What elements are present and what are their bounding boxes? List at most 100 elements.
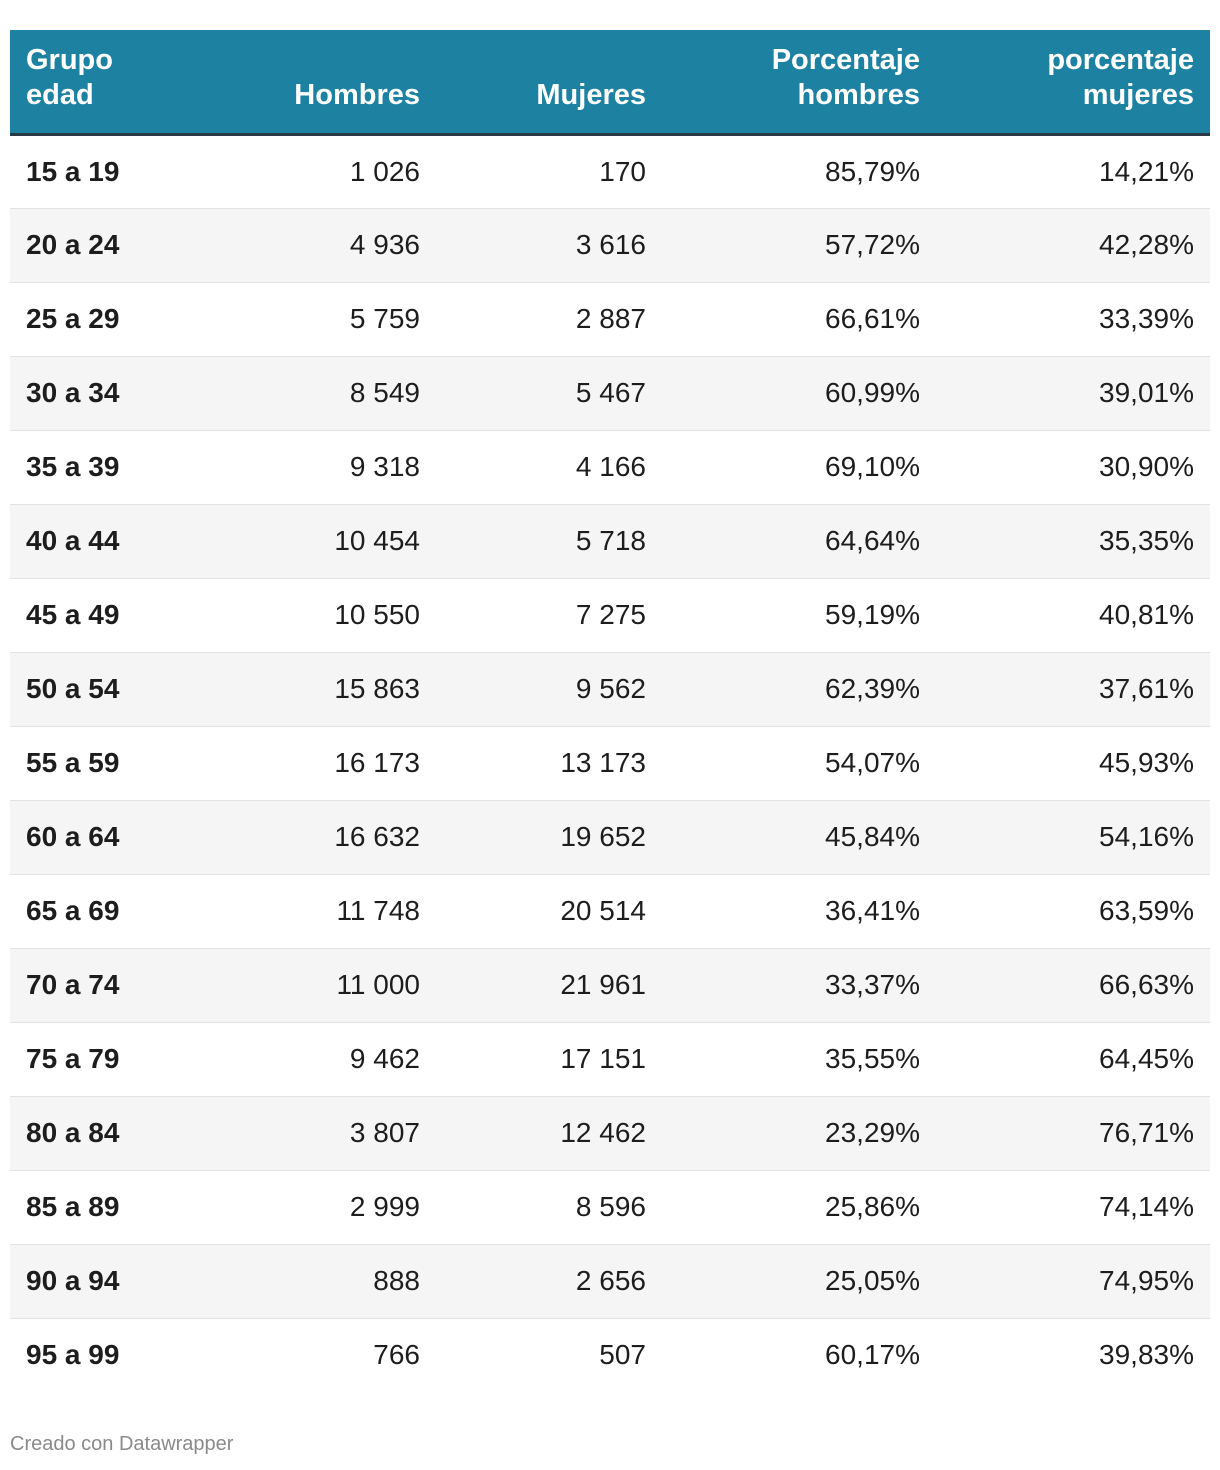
table-row: 65 a 69 11 748 20 514 36,41% 63,59% <box>10 874 1210 948</box>
cell-hombres: 766 <box>373 1339 420 1371</box>
table-row: 60 a 64 16 632 19 652 45,84% 54,16% <box>10 800 1210 874</box>
cell-mujeres: 170 <box>599 155 646 187</box>
cell-porcentaje-hombres: 45,84% <box>825 821 920 852</box>
cell-porcentaje-hombres: 25,05% <box>825 1265 920 1296</box>
cell-mujeres: 12 462 <box>560 1117 646 1148</box>
column-header-age-group: Grupo edad <box>10 30 210 134</box>
cell-hombres: 888 <box>373 1265 420 1296</box>
column-header-line: edad <box>26 78 94 111</box>
cell-mujeres: 9 562 <box>575 673 646 704</box>
data-table-container: Grupo edad Hombres Mujeres Porcentaje hombres… <box>10 30 1210 1392</box>
cell-hombres: 10 454 <box>334 525 420 556</box>
cell-age-group: 35 a 39 <box>26 451 120 482</box>
cell-mujeres: 4 166 <box>575 451 646 482</box>
table-row: 25 a 29 5 759 2 887 66,61% 33,39% <box>10 282 1210 356</box>
cell-porcentaje-mujeres: 42,28% <box>1099 229 1194 260</box>
cell-porcentaje-hombres: 54,07% <box>825 747 920 778</box>
cell-age-group: 60 a 64 <box>26 821 120 852</box>
cell-hombres: 15 863 <box>334 673 420 704</box>
cell-porcentaje-mujeres: 45,93% <box>1099 747 1194 778</box>
cell-age-group: 25 a 29 <box>26 303 120 334</box>
cell-porcentaje-hombres: 35,55% <box>825 1043 920 1074</box>
cell-hombres: 3 807 <box>349 1117 420 1148</box>
cell-porcentaje-hombres: 23,29% <box>825 1117 920 1148</box>
table-header: Grupo edad Hombres Mujeres Porcentaje hombres… <box>10 30 1210 134</box>
cell-hombres: 11 000 <box>336 969 420 1000</box>
cell-porcentaje-mujeres: 35,35% <box>1099 525 1194 556</box>
table-row: 95 a 99 766 507 60,17% 39,83% <box>10 1318 1210 1392</box>
cell-hombres: 10 550 <box>334 599 420 630</box>
table-row: 70 a 74 11 000 21 961 33,37% 66,63% <box>10 948 1210 1022</box>
cell-age-group: 15 a 19 <box>26 155 120 187</box>
column-header-line: Porcentaje <box>771 43 920 76</box>
cell-age-group: 90 a 94 <box>26 1265 120 1296</box>
cell-hombres: 2 999 <box>349 1191 420 1222</box>
cell-porcentaje-hombres: 59,19% <box>825 599 920 630</box>
table-row: 20 a 24 4 936 3 616 57,72% 42,28% <box>10 208 1210 282</box>
cell-porcentaje-mujeres: 64,45% <box>1099 1043 1194 1074</box>
cell-mujeres: 20 514 <box>560 895 646 926</box>
cell-hombres: 1 026 <box>349 155 420 187</box>
column-header-porcentaje-mujeres: porcentaje mujeres <box>936 30 1210 134</box>
cell-mujeres: 507 <box>599 1339 646 1371</box>
cell-porcentaje-hombres: 64,64% <box>825 525 920 556</box>
cell-hombres: 9 318 <box>349 451 420 482</box>
credit-footer: Creado con Datawrapper <box>10 1433 234 1455</box>
cell-mujeres: 19 652 <box>560 821 646 852</box>
table-row: 55 a 59 16 173 13 173 54,07% 45,93% <box>10 726 1210 800</box>
column-header-line: porcentaje <box>1047 43 1194 76</box>
column-header-line: hombres <box>797 78 920 111</box>
cell-porcentaje-mujeres: 74,95% <box>1099 1265 1194 1296</box>
cell-porcentaje-mujeres: 33,39% <box>1099 303 1194 334</box>
cell-mujeres: 5 467 <box>575 377 646 408</box>
cell-porcentaje-mujeres: 30,90% <box>1099 451 1194 482</box>
column-header-line: Hombres <box>294 78 420 111</box>
cell-porcentaje-mujeres: 39,83% <box>1099 1339 1194 1371</box>
cell-porcentaje-mujeres: 40,81% <box>1099 599 1194 630</box>
table-row: 35 a 39 9 318 4 166 69,10% 30,90% <box>10 430 1210 504</box>
cell-age-group: 75 a 79 <box>26 1043 120 1074</box>
cell-mujeres: 13 173 <box>560 747 646 778</box>
cell-porcentaje-mujeres: 14,21% <box>1099 155 1194 187</box>
table-row: 75 a 79 9 462 17 151 35,55% 64,45% <box>10 1022 1210 1096</box>
table-row: 40 a 44 10 454 5 718 64,64% 35,35% <box>10 504 1210 578</box>
cell-age-group: 55 a 59 <box>26 747 120 778</box>
cell-age-group: 95 a 99 <box>26 1339 120 1371</box>
column-header-line: Grupo <box>26 43 113 76</box>
cell-hombres: 11 748 <box>336 895 420 926</box>
cell-porcentaje-mujeres: 74,14% <box>1099 1191 1194 1222</box>
cell-mujeres: 17 151 <box>560 1043 646 1074</box>
cell-porcentaje-hombres: 66,61% <box>825 303 920 334</box>
cell-porcentaje-hombres: 57,72% <box>825 229 920 260</box>
cell-age-group: 70 a 74 <box>26 969 120 1000</box>
column-header-porcentaje-hombres: Porcentaje hombres <box>662 30 936 134</box>
cell-age-group: 80 a 84 <box>26 1117 120 1148</box>
column-header-hombres: Hombres <box>210 30 436 134</box>
column-header-mujeres: Mujeres <box>436 30 662 134</box>
cell-age-group: 40 a 44 <box>26 525 120 556</box>
table-row: 80 a 84 3 807 12 462 23,29% 76,71% <box>10 1096 1210 1170</box>
cell-mujeres: 8 596 <box>575 1191 646 1222</box>
cell-porcentaje-mujeres: 54,16% <box>1099 821 1194 852</box>
cell-porcentaje-mujeres: 66,63% <box>1099 969 1194 1000</box>
cell-mujeres: 21 961 <box>560 969 646 1000</box>
cell-hombres: 16 632 <box>334 821 420 852</box>
cell-hombres: 5 759 <box>349 303 420 334</box>
cell-age-group: 20 a 24 <box>26 229 120 260</box>
table-row: 30 a 34 8 549 5 467 60,99% 39,01% <box>10 356 1210 430</box>
table-row: 15 a 19 1 026 170 85,79% 14,21% <box>10 134 1210 208</box>
cell-hombres: 8 549 <box>349 377 420 408</box>
table-row: 50 a 54 15 863 9 562 62,39% 37,61% <box>10 652 1210 726</box>
cell-porcentaje-mujeres: 39,01% <box>1099 377 1194 408</box>
column-header-line: Mujeres <box>536 78 646 111</box>
cell-porcentaje-hombres: 69,10% <box>825 451 920 482</box>
cell-porcentaje-mujeres: 37,61% <box>1099 673 1194 704</box>
cell-hombres: 9 462 <box>349 1043 420 1074</box>
cell-porcentaje-hombres: 36,41% <box>825 895 920 926</box>
cell-hombres: 16 173 <box>334 747 420 778</box>
cell-porcentaje-hombres: 60,99% <box>825 377 920 408</box>
cell-mujeres: 7 275 <box>575 599 646 630</box>
cell-porcentaje-mujeres: 63,59% <box>1099 895 1194 926</box>
cell-age-group: 45 a 49 <box>26 599 120 630</box>
data-table: Grupo edad Hombres Mujeres Porcentaje hombres… <box>10 30 1210 1392</box>
